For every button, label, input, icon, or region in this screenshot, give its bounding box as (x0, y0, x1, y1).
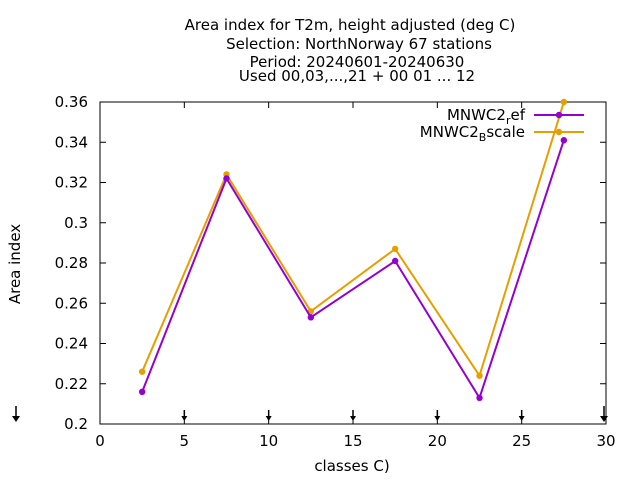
x-tick-label: 30 (596, 432, 615, 450)
x-tick-arrow-head-icon (434, 416, 441, 421)
data-point (138, 388, 146, 395)
data-point (476, 372, 483, 379)
legend-marker (555, 128, 563, 136)
right-arrow-head-icon (600, 416, 608, 422)
title-line-3: Period: 20240601-20240630 (250, 53, 465, 71)
series-0 (138, 137, 568, 402)
left-arrow-head-icon (12, 416, 20, 422)
y-tick-label: 0.3 (64, 214, 88, 232)
y-tick-label: 0.32 (55, 174, 88, 192)
data-point (391, 257, 399, 265)
series-layer (138, 98, 568, 402)
y-tick-label: 0.28 (55, 254, 88, 272)
bottom-arrows (12, 406, 608, 422)
x-tick-label: 0 (95, 432, 105, 450)
chart-title: Area index for T2m, height adjusted (deg… (185, 16, 516, 85)
x-tick-arrow-head-icon (350, 416, 356, 421)
x-tick-label: 5 (180, 432, 190, 450)
data-point (560, 98, 568, 106)
data-point (560, 137, 568, 144)
y-tick-label: 0.36 (55, 93, 88, 111)
y-tick-label: 0.2 (64, 415, 88, 433)
y-axis: 0.2 0.22 0.24 0.26 0.28 0.3 0.32 0.34 0.36 (55, 93, 606, 433)
legend-label: MNWC2Bscale (420, 123, 525, 144)
series-1 (138, 98, 568, 379)
data-point (223, 175, 230, 182)
y-axis-label: Area index (6, 224, 24, 304)
legend-marker (555, 111, 563, 119)
x-tick-arrow-head-icon (265, 416, 272, 421)
data-point (476, 394, 483, 402)
legend-label-main: MNWC2 (447, 106, 506, 124)
x-axis: 0 5 10 15 20 25 30 (95, 102, 616, 450)
y-tick-label: 0.26 (55, 294, 88, 312)
data-point (307, 314, 315, 321)
x-tick-arrow-head-icon (181, 416, 188, 421)
legend-label-subscript: B (479, 131, 487, 144)
x-tick-label: 15 (343, 432, 362, 450)
y-tick-label: 0.22 (55, 375, 88, 393)
legend-label: MNWC2ref (447, 106, 526, 127)
plot-frame (99, 101, 607, 425)
x-tick-arrow-head-icon (518, 416, 525, 421)
series-line (141, 101, 565, 379)
data-point (138, 368, 146, 375)
series-line (141, 139, 565, 401)
legend-label-rest: ef (510, 106, 525, 124)
legend-label-rest: scale (486, 123, 525, 141)
x-axis-label: classes C) (314, 457, 389, 475)
title-line-1: Area index for T2m, height adjusted (deg… (185, 16, 516, 34)
data-point (391, 245, 399, 253)
legend-label-subscript: r (506, 114, 511, 127)
x-tick-label: 10 (259, 432, 278, 450)
x-tick-label: 25 (512, 432, 531, 450)
y-tick-label: 0.24 (55, 335, 88, 353)
title-line-4: Used 00,03,...,21 + 00 01 ... 12 (239, 67, 475, 85)
y-tick-label: 0.34 (55, 133, 88, 151)
x-tick-label: 20 (428, 432, 447, 450)
legend-label-main: MNWC2 (420, 123, 479, 141)
title-line-2: Selection: NorthNorway 67 stations (226, 35, 492, 53)
